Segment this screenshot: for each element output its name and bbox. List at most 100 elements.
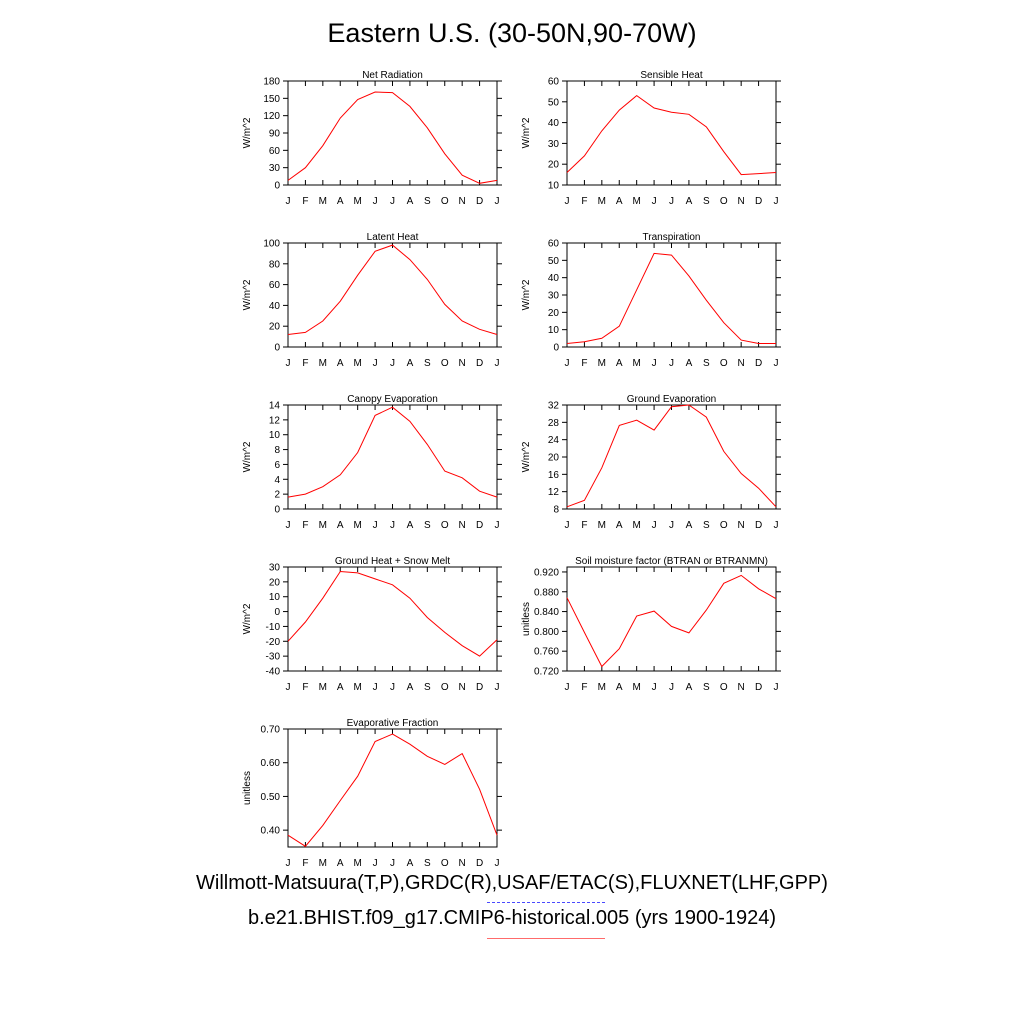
y-tick-label: 50 (548, 97, 560, 108)
y-tick-label: 0.880 (534, 587, 559, 598)
x-tick-label: O (441, 682, 449, 693)
y-tick-label: 30 (269, 163, 281, 174)
y-tick-label: -10 (266, 622, 281, 633)
plot-frame (566, 242, 777, 348)
x-tick-label: S (424, 358, 431, 369)
series-line (566, 252, 776, 344)
x-tick-label: J (495, 682, 500, 693)
x-tick-label: J (495, 520, 500, 531)
x-tick-label: M (598, 682, 606, 693)
x-tick-label: A (407, 858, 414, 869)
y-tick-label: 60 (269, 146, 281, 157)
x-tick-label: J (565, 682, 570, 693)
x-tick-label: A (337, 196, 344, 207)
y-tick-label: 0 (274, 607, 280, 618)
series-line (287, 406, 498, 498)
y-tick-label: 150 (263, 94, 280, 105)
x-tick-label: D (476, 682, 483, 693)
y-tick-label: 120 (263, 111, 280, 122)
x-tick-label: J (652, 358, 657, 369)
y-tick-label: 32 (548, 401, 560, 412)
plot-frame (566, 566, 777, 672)
panel-title: Evaporative Fraction (347, 718, 439, 729)
y-tick-label: 14 (269, 401, 281, 412)
y-tick-label: 0.720 (534, 667, 559, 678)
x-tick-label: S (703, 358, 710, 369)
panel-title: Canopy Evaporation (347, 394, 438, 405)
y-tick-label: 4 (274, 475, 280, 486)
x-tick-label: O (441, 520, 449, 531)
x-tick-label: N (738, 520, 745, 531)
y-tick-label: 10 (269, 430, 281, 441)
x-tick-label: J (373, 520, 378, 531)
panel-title: Ground Evaporation (627, 394, 717, 405)
y-tick-label: 0 (553, 343, 559, 354)
x-tick-label: J (390, 858, 395, 869)
x-tick-label: F (302, 520, 308, 531)
y-tick-label: 16 (548, 470, 560, 481)
x-tick-label: D (476, 858, 483, 869)
y-tick-label: 50 (548, 256, 560, 267)
x-tick-label: M (319, 520, 327, 531)
x-tick-label: O (441, 858, 449, 869)
y-tick-label: 8 (274, 445, 280, 456)
x-tick-label: M (598, 520, 606, 531)
x-tick-label: F (302, 858, 308, 869)
x-tick-label: A (616, 358, 623, 369)
panel-title: Ground Heat + Snow Melt (335, 556, 451, 567)
x-tick-label: S (703, 520, 710, 531)
x-tick-label: J (373, 858, 378, 869)
series-line (566, 404, 777, 508)
x-tick-label: A (686, 682, 693, 693)
x-tick-label: O (720, 196, 728, 207)
y-tick-label: 20 (548, 160, 560, 171)
y-axis-label: W/m^2 (242, 117, 253, 148)
x-tick-label: J (373, 196, 378, 207)
x-tick-label: A (616, 196, 623, 207)
x-tick-label: A (616, 682, 623, 693)
figure-title: Eastern U.S. (30-50N,90-70W) (327, 18, 697, 48)
y-tick-label: 40 (269, 301, 281, 312)
x-tick-label: S (424, 520, 431, 531)
x-tick-label: M (632, 358, 640, 369)
x-tick-label: F (581, 358, 587, 369)
x-tick-label: A (337, 358, 344, 369)
x-tick-label: D (476, 520, 483, 531)
y-axis-label: W/m^2 (242, 441, 253, 472)
series-line (566, 574, 777, 668)
y-tick-label: 0 (274, 343, 280, 354)
x-tick-label: J (669, 520, 674, 531)
y-tick-label: 40 (548, 118, 560, 129)
y-axis-label: W/m^2 (521, 279, 532, 310)
x-tick-label: F (302, 682, 308, 693)
x-tick-label: J (495, 358, 500, 369)
x-tick-label: J (669, 682, 674, 693)
panel-title: Transpiration (643, 232, 701, 243)
y-tick-label: 0.920 (534, 567, 559, 578)
x-tick-label: N (459, 196, 466, 207)
x-tick-label: J (774, 682, 779, 693)
x-tick-label: D (476, 358, 483, 369)
x-tick-label: M (319, 682, 327, 693)
y-axis-label: unitless (521, 602, 532, 636)
y-tick-label: 28 (548, 418, 560, 429)
y-tick-label: 0.760 (534, 647, 559, 658)
x-tick-label: A (616, 520, 623, 531)
x-tick-label: J (495, 196, 500, 207)
x-tick-label: J (565, 196, 570, 207)
plot-frame (566, 80, 777, 186)
x-tick-label: D (755, 358, 762, 369)
x-tick-label: O (720, 358, 728, 369)
y-tick-label: -40 (266, 667, 281, 678)
model-legend-label: b.e21.BHIST.f09_g17.CMIP6-historical.005… (247, 907, 777, 929)
x-tick-label: J (774, 196, 779, 207)
y-tick-label: -30 (266, 652, 281, 663)
x-tick-label: J (286, 358, 291, 369)
series-line (287, 244, 498, 335)
x-tick-label: J (390, 520, 395, 531)
y-tick-label: 24 (548, 435, 560, 446)
y-tick-label: 12 (269, 415, 281, 426)
x-tick-label: M (353, 520, 361, 531)
panel-title: Latent Heat (367, 232, 419, 243)
